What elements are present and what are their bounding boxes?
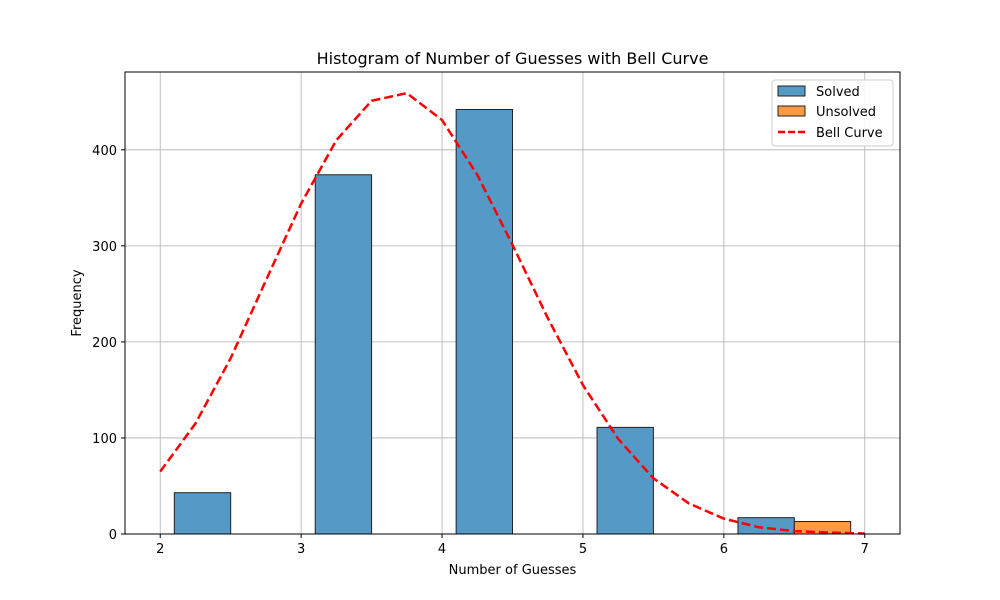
y-tick-label: 300 — [92, 240, 117, 255]
legend-label-bell-curve: Bell Curve — [816, 126, 883, 141]
x-tick-label: 3 — [297, 542, 305, 557]
bar-solved — [737, 517, 795, 535]
x-tick-label: 7 — [861, 542, 869, 557]
x-tick-label: 2 — [156, 542, 164, 557]
bar-solved — [455, 108, 513, 535]
legend-swatch-unsolved — [777, 105, 806, 117]
plot-frame — [124, 71, 901, 535]
y-tick-label: 0 — [109, 528, 117, 543]
legend-swatch-solved — [777, 85, 806, 97]
y-tick-label: 100 — [92, 432, 117, 447]
x-tick-label: 5 — [579, 542, 587, 557]
legend: Solved Unsolved Bell Curve — [771, 79, 894, 147]
bars-layer — [173, 108, 852, 535]
bar-solved — [596, 426, 654, 535]
legend-label-solved: Solved — [816, 85, 860, 100]
y-axis-label: Frequency — [70, 269, 85, 336]
x-axis-ticks: 2 3 4 5 6 7 — [156, 534, 869, 557]
y-axis-ticks: 0 100 200 300 400 — [92, 144, 125, 543]
bar-solved — [173, 492, 232, 535]
x-axis-label: Number of Guesses — [449, 563, 577, 578]
y-tick-label: 200 — [92, 336, 117, 351]
bar-solved — [314, 174, 373, 535]
chart-title: Histogram of Number of Guesses with Bell… — [317, 49, 709, 68]
x-tick-label: 4 — [438, 542, 446, 557]
x-tick-label: 6 — [720, 542, 728, 557]
bell-curve-line — [159, 91, 865, 535]
legend-label-unsolved: Unsolved — [816, 105, 876, 120]
y-tick-label: 400 — [92, 144, 117, 159]
